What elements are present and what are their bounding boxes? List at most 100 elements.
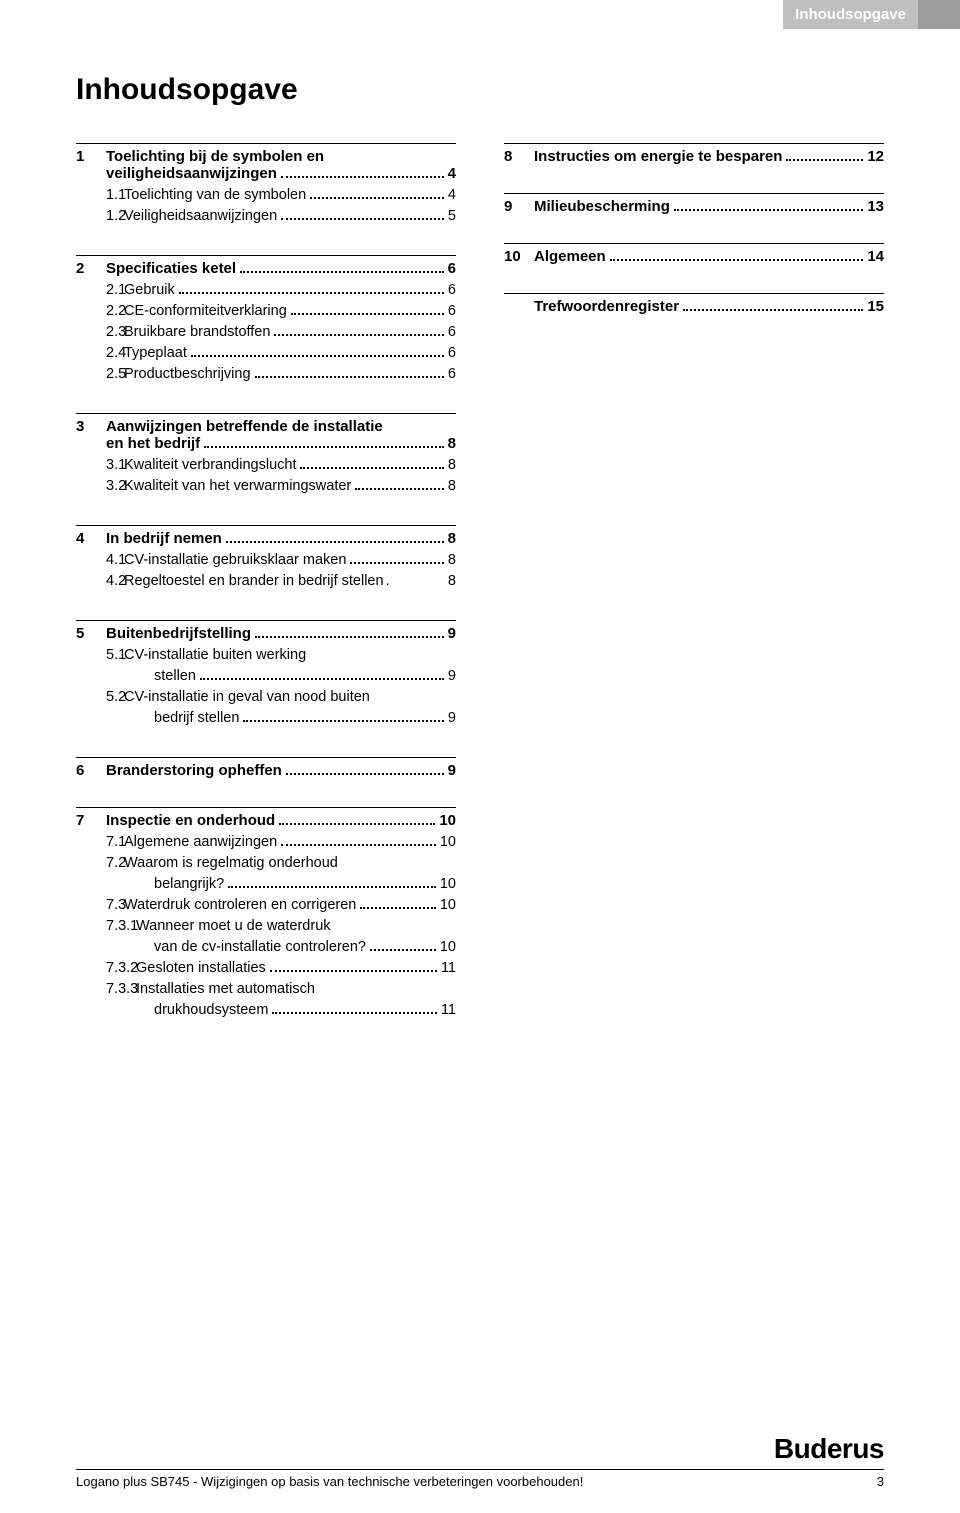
toc-entry-number: 7.3	[76, 895, 124, 916]
toc-entry: 2.5Productbeschrijving6	[76, 364, 456, 385]
toc-section: 10Algemeen14	[504, 243, 884, 265]
toc-entry: 1.1Toelichting van de symbolen4	[76, 185, 456, 206]
toc-entry-number: 4.1	[76, 550, 124, 571]
toc-entry: 5.2CV-installatie in geval van nood buit…	[76, 687, 456, 708]
toc-column-right: 8Instructies om energie te besparen12 9Mi…	[504, 143, 884, 1049]
toc-entry: 5.1CV-installatie buiten werking	[76, 645, 456, 666]
toc-section-page: 13	[867, 198, 884, 215]
toc-entry-page: 10	[440, 832, 456, 853]
toc-entry: 3.1Kwaliteit verbrandingslucht8	[76, 455, 456, 476]
toc-section-header: 8Instructies om energie te besparen12	[504, 148, 884, 165]
toc-entry-number: 2.2	[76, 301, 124, 322]
toc-section-page: 9	[448, 625, 456, 642]
toc-section-page: 12	[867, 148, 884, 165]
header-spacer	[918, 0, 960, 29]
toc-entry: 7.3.3Installaties met automatisch	[76, 979, 456, 1000]
toc-entry-label: Toelichting van de symbolen	[124, 185, 306, 206]
toc-entry-number: 2.4	[76, 343, 124, 364]
toc-section-page: 15	[867, 298, 884, 315]
toc-entry-label: Installaties met automatisch	[136, 979, 315, 1000]
toc-entry-label: CV-installatie in geval van nood buiten	[124, 687, 370, 708]
toc-entry-page: 6	[448, 322, 456, 343]
toc-entry: 4.2Regeltoestel en brander in bedrijf st…	[76, 571, 456, 592]
toc-section-number: 9	[504, 198, 534, 215]
toc-section-number: 8	[504, 148, 534, 165]
toc-entry-cont: van de cv-installatie controleren?10	[76, 937, 456, 958]
toc-entry-label: CE-conformiteitverklaring	[124, 301, 287, 322]
toc-entry-number: 7.3.2	[76, 958, 136, 979]
brand-logo: Buderus	[76, 1433, 884, 1465]
toc-entry-page: 8	[448, 455, 456, 476]
toc-entry-label: Wanneer moet u de waterdruk	[136, 916, 331, 937]
toc-entry-page: 6	[448, 280, 456, 301]
toc-entry-page: 9	[448, 666, 456, 687]
toc-entry-page: 6	[448, 343, 456, 364]
toc-section-title-cont: veiligheidsaanwijzingen	[106, 165, 277, 182]
toc-entry-number: 2.5	[76, 364, 124, 385]
toc-entry-page: 6	[448, 364, 456, 385]
toc-section-title: Branderstoring opheffen	[106, 762, 282, 779]
toc-section: Trefwoordenregister15	[504, 293, 884, 315]
toc-entry: 4.1CV-installatie gebruiksklaar maken 8	[76, 550, 456, 571]
toc-section-page: 4	[448, 165, 456, 182]
toc-entry-page: 11	[441, 958, 456, 979]
toc-section-header: 1Toelichting bij de symbolen en veilighe…	[76, 148, 456, 182]
header-tab: Inhoudsopgave	[783, 0, 918, 29]
toc-entry-page: 11	[441, 1000, 456, 1021]
toc-section-header: 4In bedrijf nemen8	[76, 530, 456, 547]
toc-section-title: Milieubescherming	[534, 198, 670, 215]
header-bar: Inhoudsopgave	[0, 0, 960, 29]
toc-section-page: 8	[448, 435, 456, 452]
toc-section-page: 8	[448, 530, 456, 547]
toc-section-title: Specificaties ketel	[106, 260, 236, 277]
toc-entry-number: 3.2	[76, 476, 124, 497]
toc-entry-label-cont: van de cv-installatie controleren?	[154, 937, 366, 958]
toc-entry: 2.1Gebruik6	[76, 280, 456, 301]
toc-section: 7Inspectie en onderhoud10 7.1Algemene aan…	[76, 807, 456, 1021]
toc-entry-number: 7.1	[76, 832, 124, 853]
toc-entry-label: Kwaliteit van het verwarmingswater	[124, 476, 351, 497]
toc-section-header: 7Inspectie en onderhoud10	[76, 812, 456, 829]
toc-section-number: 10	[504, 248, 534, 265]
page-title: Inhoudsopgave	[76, 73, 960, 107]
toc-entry: 2.4Typeplaat 6	[76, 343, 456, 364]
toc-entry-label: Algemene aanwijzingen	[124, 832, 277, 853]
toc-entry-label: CV-installatie gebruiksklaar maken	[124, 550, 346, 571]
toc-entry-page: 10	[440, 895, 456, 916]
toc-entry-label: CV-installatie buiten werking	[124, 645, 306, 666]
toc-section-header: 3Aanwijzingen betreffende de installatie…	[76, 418, 456, 452]
toc-section-header: 9Milieubescherming 13	[504, 198, 884, 215]
toc-entry-label: Typeplaat	[124, 343, 187, 364]
toc-entry-page: 8	[448, 571, 456, 592]
toc-section-number: 1	[76, 148, 106, 165]
toc-section-page: 6	[448, 260, 456, 277]
toc-entry-label: Waarom is regelmatig onderhoud	[124, 853, 338, 874]
toc-entry-page: 6	[448, 301, 456, 322]
toc-section-title: Toelichting bij de symbolen en	[106, 148, 324, 165]
toc-section: 5Buitenbedrijfstelling9 5.1CV-installatie…	[76, 620, 456, 729]
footer: Buderus Logano plus SB745 - Wijzigingen …	[0, 1433, 960, 1489]
toc-section-page: 9	[448, 762, 456, 779]
toc-section-number: 6	[76, 762, 106, 779]
toc-entry-number: 7.3.3	[76, 979, 136, 1000]
toc-entry-label: Bruikbare brandstoffen	[124, 322, 270, 343]
toc-entry: 7.3.2Gesloten installaties11	[76, 958, 456, 979]
toc-section-page: 14	[867, 248, 884, 265]
toc-section-number: 3	[76, 418, 106, 435]
toc-section-number: 4	[76, 530, 106, 547]
toc-entry-number: 4.2	[76, 571, 124, 592]
toc-entry: 7.2Waarom is regelmatig onderhoud	[76, 853, 456, 874]
toc-entry-number: 1.1	[76, 185, 124, 206]
toc-entry: 1.2Veiligheidsaanwijzingen5	[76, 206, 456, 227]
toc-entry-cont: drukhoudsysteem 11	[76, 1000, 456, 1021]
toc-entry-label-cont: drukhoudsysteem	[154, 1000, 268, 1021]
toc-column-left: 1Toelichting bij de symbolen en veilighe…	[76, 143, 456, 1049]
toc-section: 4In bedrijf nemen8 4.1CV-installatie gebr…	[76, 525, 456, 592]
toc-section-header: 5Buitenbedrijfstelling9	[76, 625, 456, 642]
toc-section-title: Inspectie en onderhoud	[106, 812, 275, 829]
toc-entry: 2.2CE-conformiteitverklaring 6	[76, 301, 456, 322]
toc-entry-label: Gebruik	[124, 280, 175, 301]
toc-section: 1Toelichting bij de symbolen en veilighe…	[76, 143, 456, 227]
toc-entry-page: 8	[448, 550, 456, 571]
toc-entry: 7.1Algemene aanwijzingen 10	[76, 832, 456, 853]
